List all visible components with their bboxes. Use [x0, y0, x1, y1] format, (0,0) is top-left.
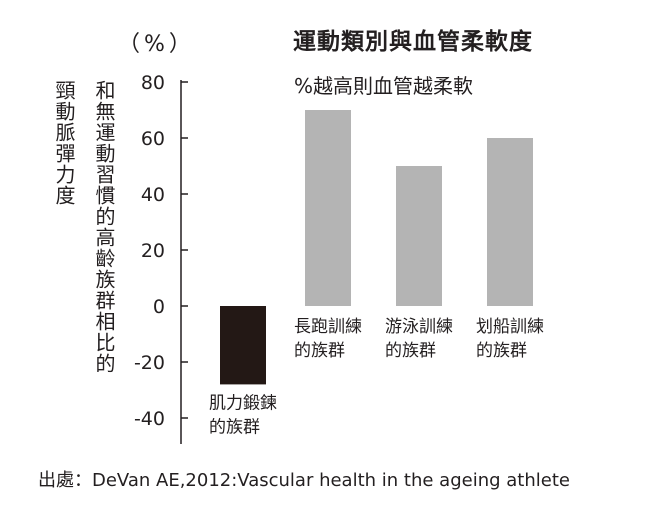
y-tick-label: 60	[141, 128, 165, 150]
y-tick-label: -40	[134, 408, 165, 430]
bar	[487, 138, 533, 306]
bar	[220, 306, 266, 385]
y-tick-label: 80	[141, 72, 165, 94]
category-label: 肌力鍛鍊	[209, 393, 277, 413]
category-label: 的族群	[209, 417, 260, 437]
y-axis-label-line-1: 和無運動習慣的高齡族群相比的	[92, 80, 116, 374]
chart-title: 運動類別與血管柔軟度	[293, 29, 533, 55]
y-tick-label: -20	[134, 352, 165, 374]
bar	[305, 110, 351, 306]
source-citation: 出處：DeVan AE,2012:Vascular health in the …	[38, 470, 570, 491]
y-tick-label: 0	[153, 296, 165, 318]
unit-label: （%）	[118, 32, 195, 57]
y-tick-label: 20	[141, 240, 165, 262]
category-label: 的族群	[385, 341, 436, 361]
category-label: 划船訓練	[476, 317, 544, 337]
chart-annotation: %越高則血管越柔軟	[294, 74, 474, 98]
y-axis-label-line-2: 頸動脈彈力度	[52, 80, 76, 206]
category-label: 的族群	[294, 341, 345, 361]
category-label: 長跑訓練	[294, 317, 362, 337]
bar	[396, 166, 442, 306]
y-tick-label: 40	[141, 184, 165, 206]
category-label: 的族群	[476, 341, 527, 361]
category-label: 游泳訓練	[385, 317, 453, 337]
